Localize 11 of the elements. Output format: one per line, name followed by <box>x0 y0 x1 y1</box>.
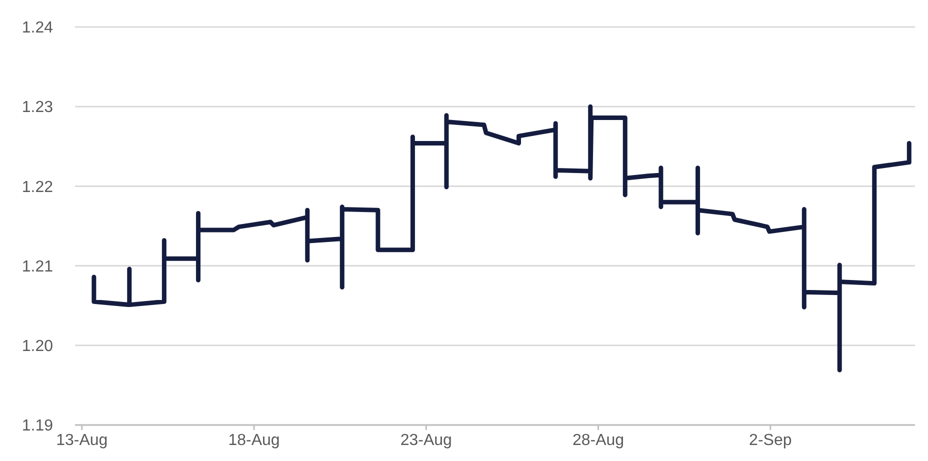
x-tick-label: 2-Sep <box>749 432 792 449</box>
y-tick-label: 1.22 <box>22 178 54 196</box>
y-tick-label: 1.24 <box>22 20 54 37</box>
y-tick-label: 1.20 <box>22 338 54 355</box>
y-tick-label: 1.23 <box>22 99 54 116</box>
x-tick-label: 18-Aug <box>228 432 280 449</box>
x-tick-label: 28-Aug <box>572 432 624 449</box>
x-tick-label: 13-Aug <box>56 432 108 449</box>
y-tick-label: 1.21 <box>22 258 54 276</box>
y-tick-label: 1.19 <box>22 418 54 435</box>
x-tick-label: 23-Aug <box>400 432 452 449</box>
